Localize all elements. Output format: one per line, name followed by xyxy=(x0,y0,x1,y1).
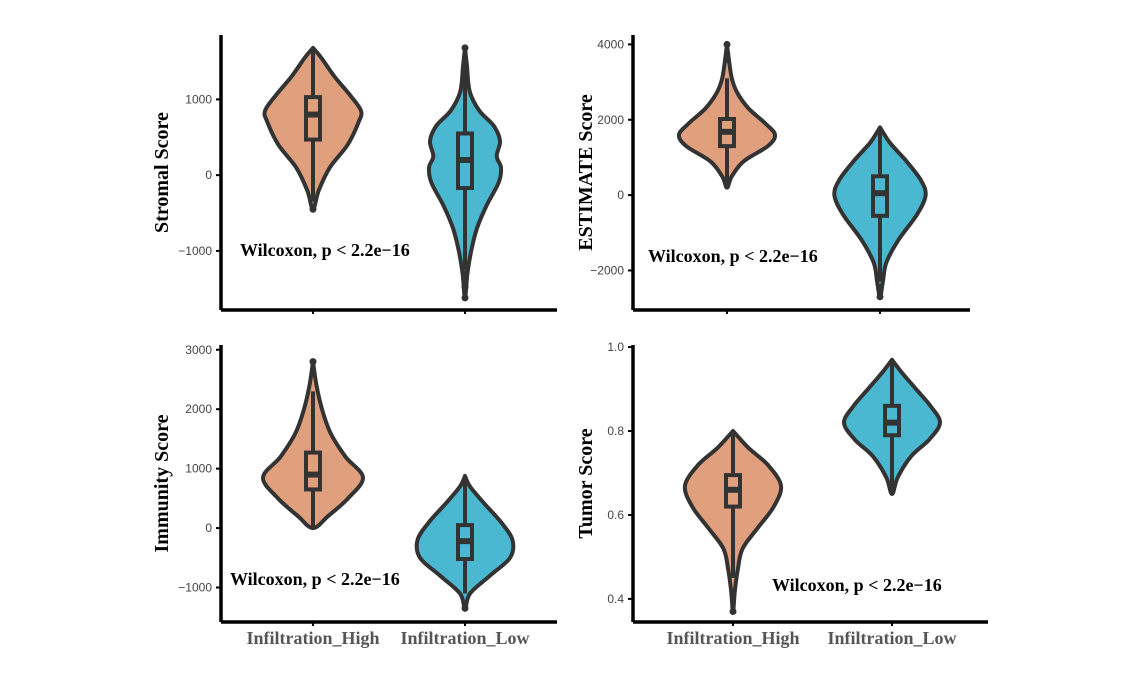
y-axis-label: Stromal Score xyxy=(151,112,173,233)
outlier-point xyxy=(309,205,317,213)
y-tick-label: −1000 xyxy=(178,244,212,258)
x-category-label: Infiltration_High xyxy=(246,628,379,648)
y-tick-label: 0 xyxy=(617,188,624,202)
y-tick-label: 1000 xyxy=(185,462,212,476)
wilcoxon-annotation: Wilcoxon, p < 2.2e−16 xyxy=(240,240,410,260)
y-tick-label: 2000 xyxy=(185,402,212,416)
outlier-point xyxy=(461,283,469,291)
y-tick-label: 2000 xyxy=(597,113,624,127)
y-tick-label: 4000 xyxy=(597,37,624,51)
outlier-point xyxy=(729,591,737,599)
y-axis-label: Immunity Score xyxy=(151,414,173,552)
x-category-label: Infiltration_Low xyxy=(400,628,529,648)
wilcoxon-annotation: Wilcoxon, p < 2.2e−16 xyxy=(772,575,942,595)
wilcoxon-annotation: Wilcoxon, p < 2.2e−16 xyxy=(230,569,400,589)
y-tick-label: 1.0 xyxy=(607,340,624,354)
outlier-point xyxy=(876,283,884,291)
panel-stromal-score: −1000 0 1000 Stromal Score Wilcoxon, p < 2.2… xyxy=(151,35,557,314)
outlier-point xyxy=(876,293,884,301)
outlier-point xyxy=(461,294,469,302)
y-tick-label: 0 xyxy=(205,168,212,182)
y-axis-label: ESTIMATE Score xyxy=(575,94,597,251)
y-tick-label: 3000 xyxy=(185,343,212,357)
outlier-point xyxy=(461,44,469,52)
panel-immunity-score: Infiltration_High Infiltration_Low −1000 0 1… xyxy=(151,343,557,648)
outlier-point xyxy=(461,270,469,278)
wilcoxon-annotation: Wilcoxon, p < 2.2e−16 xyxy=(648,246,818,266)
outlier-point xyxy=(729,608,737,616)
y-tick-label: 1000 xyxy=(185,92,212,106)
panel-estimate-score: −2000 0 2000 4000 ESTIMATE Score Wilcoxon, p … xyxy=(575,35,970,314)
x-category-label: Infiltration_High xyxy=(666,628,799,648)
y-tick-label: 0 xyxy=(205,521,212,535)
outlier-point xyxy=(723,40,731,48)
box-infiltration-high xyxy=(304,95,322,142)
y-tick-label: 0.8 xyxy=(607,424,624,438)
y-tick-label: −2000 xyxy=(590,263,624,277)
panel-tumor-score: Infiltration_High Infiltration_Low 0.4 0.6 0… xyxy=(575,340,988,648)
x-category-label: Infiltration_Low xyxy=(827,628,956,648)
y-axis-label: Tumor Score xyxy=(575,428,597,538)
outlier-point xyxy=(309,358,317,366)
y-tick-label: 0.4 xyxy=(607,592,624,606)
y-tick-label: −1000 xyxy=(178,581,212,595)
y-tick-label: 0.6 xyxy=(607,508,624,522)
outlier-point xyxy=(723,55,731,63)
box-infiltration-high xyxy=(304,450,322,492)
outlier-point xyxy=(461,604,469,612)
